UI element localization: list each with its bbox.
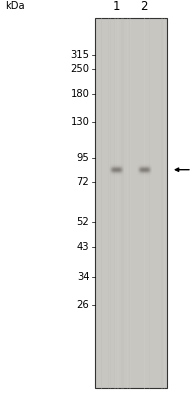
Text: 130: 130 <box>70 117 89 127</box>
Text: 315: 315 <box>70 50 89 60</box>
Text: 34: 34 <box>77 272 89 282</box>
Text: 250: 250 <box>70 64 89 74</box>
Text: 1: 1 <box>113 0 120 13</box>
Text: 72: 72 <box>77 176 89 186</box>
Text: kDa: kDa <box>5 1 25 11</box>
Text: 95: 95 <box>77 153 89 163</box>
Text: 26: 26 <box>77 300 89 310</box>
Text: 43: 43 <box>77 242 89 252</box>
FancyBboxPatch shape <box>95 18 167 388</box>
Text: 180: 180 <box>70 89 89 99</box>
Text: 2: 2 <box>140 0 148 13</box>
Text: 52: 52 <box>77 217 89 227</box>
